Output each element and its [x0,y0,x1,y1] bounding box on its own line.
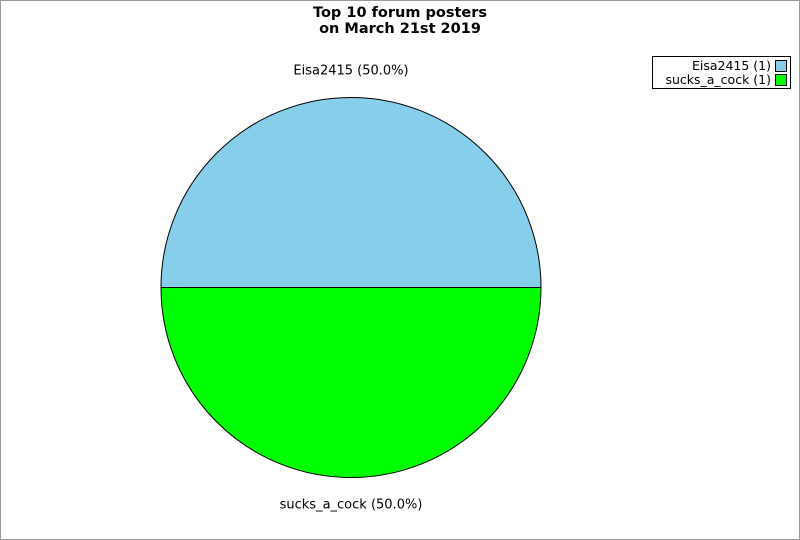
pie-slice-sucks_a_cock [160,287,542,478]
legend-swatch-sucks-a-cock [775,73,787,86]
legend: Eisa2415 (1) sucks_a_cock (1) [652,56,791,89]
legend-row: Eisa2415 (1) [656,59,787,72]
legend-label: sucks_a_cock (1) [665,72,771,87]
chart-title: Top 10 forum posters on March 21st 2019 [1,5,799,37]
legend-label: Eisa2415 (1) [691,58,771,73]
title-line-1: Top 10 forum posters [313,5,487,21]
pie-slice-eisa2415 [160,97,542,288]
legend-row: sucks_a_cock (1) [656,73,787,86]
legend-swatch-eisa2415 [775,59,787,72]
slice-label-sucks_a_cock: sucks_a_cock (50.0%) [280,498,423,513]
slice-label-eisa2415: Eisa2415 (50.0%) [293,64,408,79]
title-line-2: on March 21st 2019 [319,21,481,37]
